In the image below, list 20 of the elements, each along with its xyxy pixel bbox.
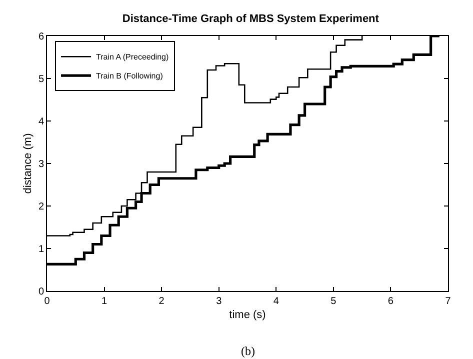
y-tick-label: 2 <box>38 202 44 212</box>
legend-label: Train A (Preceeding) <box>96 52 169 62</box>
y-tick-label: 3 <box>38 159 44 170</box>
y-tick-label: 6 <box>38 32 44 42</box>
x-axis-title: time (s) <box>229 309 266 322</box>
x-tick-label: 7 <box>445 296 452 307</box>
x-tick-label: 5 <box>330 296 337 307</box>
text: (b) <box>241 344 255 358</box>
x-tick-label: 3 <box>216 296 222 307</box>
y-tick-label: 5 <box>38 74 44 85</box>
y-tick-label: 1 <box>38 244 44 255</box>
x-tick-label: 4 <box>273 296 280 307</box>
x-tick-label: 2 <box>158 296 165 307</box>
y-axis-title: distance (m) <box>22 133 34 194</box>
y-tick-label: 0 <box>38 286 44 298</box>
x-tick-label: 1 <box>102 296 108 307</box>
x-tick-label: 6 <box>388 296 394 307</box>
legend-label: Train B (Following) <box>96 72 164 81</box>
chart-title: Distance-Time Graph of MBS System Experiment <box>122 13 380 26</box>
y-tick-label: 4 <box>38 116 44 128</box>
